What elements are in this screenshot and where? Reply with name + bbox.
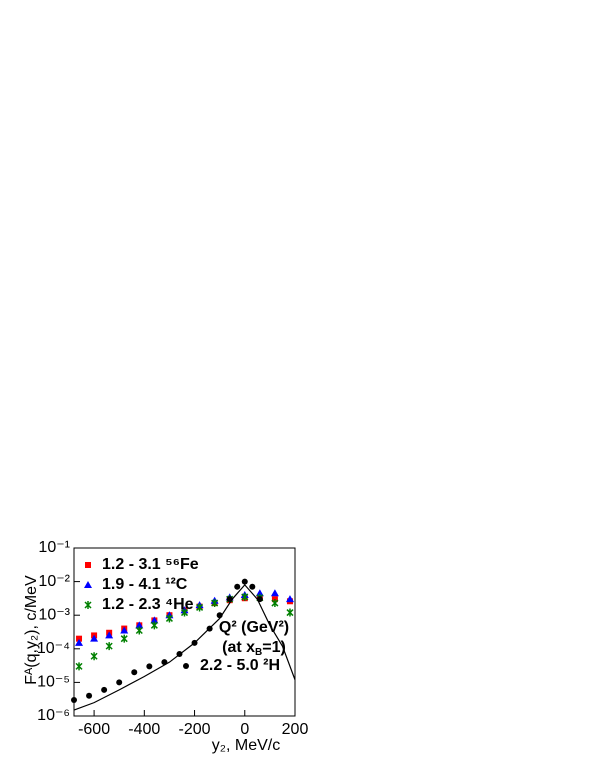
x-tick-label: 0 xyxy=(240,721,249,738)
annotation: (at x xyxy=(222,639,255,656)
marker xyxy=(76,635,83,642)
y-tick-label: 10⁻² xyxy=(38,573,70,590)
marker xyxy=(271,599,279,608)
marker xyxy=(86,692,93,699)
legend-label: 1.2 - 2.3 ⁴He xyxy=(102,596,194,613)
marker xyxy=(180,608,189,617)
y-tick-label: 10⁻¹ xyxy=(38,539,70,556)
y-tick-label: 10⁻⁶ xyxy=(37,707,70,724)
marker xyxy=(241,592,249,601)
x-axis-label: y₂, MeV/c xyxy=(212,737,280,754)
y-axis-label: Fᴬ(q,y₂), c/MeV xyxy=(23,575,40,685)
marker xyxy=(90,652,98,661)
marker xyxy=(146,663,153,670)
annotation: =1) xyxy=(262,639,286,656)
marker xyxy=(196,603,204,612)
marker xyxy=(270,589,279,597)
marker xyxy=(131,669,138,676)
marker xyxy=(85,562,91,568)
marker xyxy=(105,642,113,651)
y-tick-label: 10⁻⁴ xyxy=(37,640,70,657)
marker xyxy=(150,621,158,630)
legend-label: 1.2 - 3.1 ⁵⁶Fe xyxy=(102,556,199,573)
marker xyxy=(255,589,264,597)
marker xyxy=(101,686,108,693)
curve xyxy=(73,583,296,711)
marker xyxy=(135,626,143,635)
marker xyxy=(105,631,114,639)
marker xyxy=(183,663,189,669)
marker xyxy=(241,578,248,585)
marker xyxy=(234,583,241,590)
marker xyxy=(165,614,173,623)
marker xyxy=(116,679,123,686)
annotation: Q² (GeV²) xyxy=(219,619,289,636)
x-tick-label: -200 xyxy=(179,721,211,738)
x-tick-label: -600 xyxy=(78,721,110,738)
plot-frame xyxy=(73,547,296,717)
marker xyxy=(120,634,128,643)
annotation: (at xB=1) xyxy=(222,639,286,657)
marker xyxy=(249,583,256,590)
marker xyxy=(75,638,84,646)
legend-label: 2.2 - 5.0 ²H xyxy=(200,657,280,674)
marker xyxy=(84,581,92,588)
y-tick-label: 10⁻³ xyxy=(38,606,70,623)
marker xyxy=(90,634,99,642)
legend-label: 1.9 - 4.1 ¹²C xyxy=(102,576,188,593)
marker xyxy=(84,601,92,609)
marker xyxy=(211,599,219,608)
x-tick-label: -400 xyxy=(128,721,160,738)
annotation: B xyxy=(255,647,262,658)
marker xyxy=(135,621,144,629)
marker xyxy=(285,595,294,603)
marker xyxy=(286,608,294,617)
x-tick-label: 200 xyxy=(282,721,309,738)
marker xyxy=(150,616,159,624)
marker xyxy=(75,662,83,671)
y-tick-label: 10⁻⁵ xyxy=(37,674,70,691)
marker xyxy=(120,626,129,634)
